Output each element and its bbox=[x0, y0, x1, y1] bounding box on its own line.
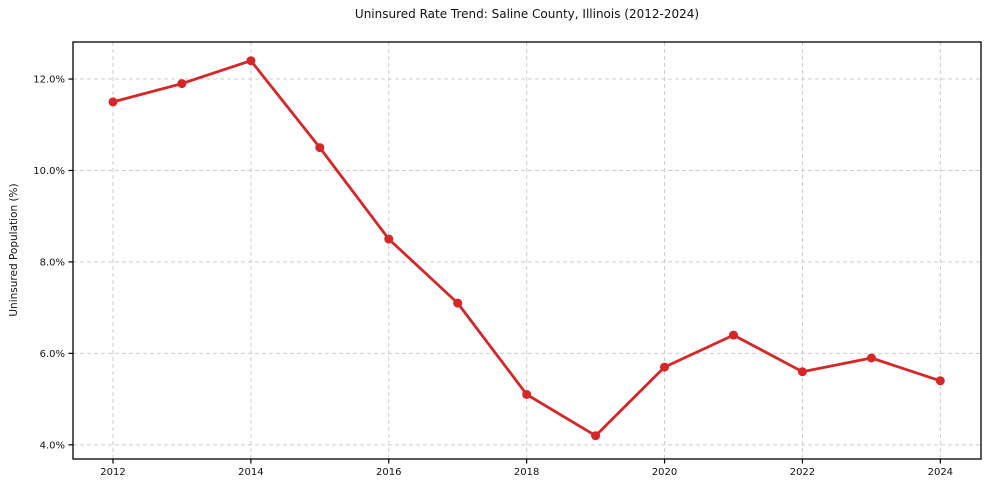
x-tick-label: 2024 bbox=[928, 467, 953, 478]
data-point bbox=[453, 298, 463, 308]
y-tick-label: 6.0% bbox=[40, 349, 65, 360]
x-tick-label: 2016 bbox=[376, 467, 401, 478]
data-point bbox=[729, 330, 738, 340]
data-point bbox=[660, 362, 669, 372]
data-point bbox=[315, 143, 325, 153]
axis-tick-labels: 2012 2014 2016 2018 2020 2022 2024 4.0% 6.0% 8.0%… bbox=[33, 75, 953, 478]
x-tick-label: 2018 bbox=[514, 467, 539, 478]
data-point bbox=[522, 390, 532, 399]
y-tick-label: 12.0% bbox=[33, 75, 65, 86]
data-point bbox=[246, 56, 256, 66]
x-tick-label: 2022 bbox=[790, 467, 815, 478]
y-tick-label: 10.0% bbox=[33, 166, 65, 177]
data-point bbox=[935, 376, 945, 386]
x-tick-label: 2014 bbox=[238, 467, 263, 478]
axis-ticks bbox=[68, 78, 941, 464]
y-tick-label: 8.0% bbox=[40, 257, 65, 268]
data-point-markers bbox=[108, 56, 945, 441]
x-tick-label: 2020 bbox=[652, 467, 677, 478]
y-tick-label: 4.0% bbox=[40, 440, 65, 451]
data-point bbox=[177, 79, 187, 89]
data-point bbox=[591, 431, 601, 441]
data-point bbox=[797, 367, 807, 377]
data-point bbox=[108, 97, 118, 107]
data-point bbox=[384, 234, 394, 244]
data-point bbox=[866, 353, 876, 363]
chart-title: Uninsured Rate Trend: Saline County, Ill… bbox=[354, 7, 700, 21]
gridlines bbox=[73, 42, 981, 459]
x-tick-label: 2012 bbox=[100, 467, 125, 478]
y-axis-label: Uninsured Population (%) bbox=[8, 183, 20, 317]
